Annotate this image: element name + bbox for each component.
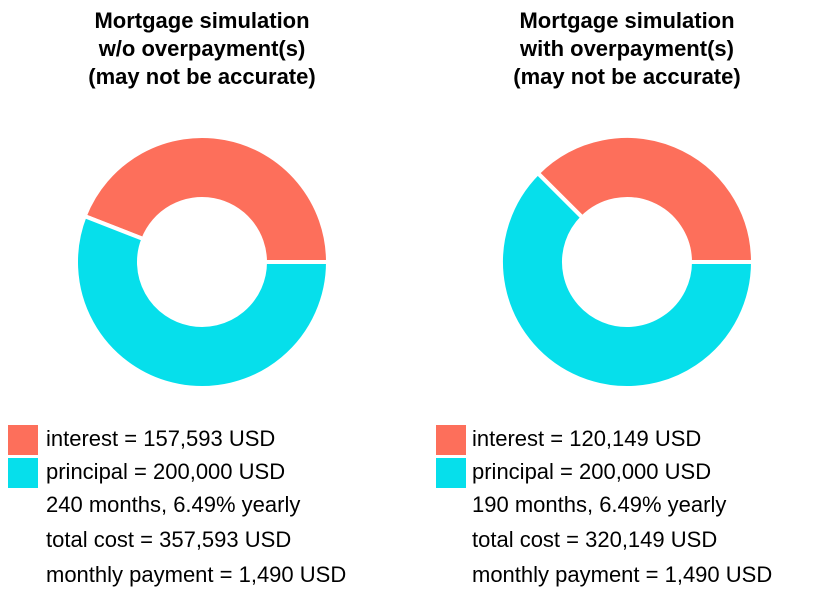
legend-swatch [8,425,38,455]
donut-slice [74,213,331,390]
donut-slice [534,134,756,264]
summary-line: total cost = 357,593 USD [46,527,291,552]
legend-swatch [436,425,466,455]
summary-line: monthly payment = 1,490 USD [46,562,346,587]
donut-slice [82,134,331,264]
summary-line: 190 months, 6.49% yearly [472,492,726,517]
summary-line: monthly payment = 1,490 USD [472,562,772,587]
chart-title: with overpayment(s) [519,36,734,61]
chart-title: Mortgage simulation [94,8,309,33]
legend-swatch [8,458,38,488]
legend-swatch [436,458,466,488]
donut-slice [499,170,756,390]
legend-label: interest = 120,149 USD [472,426,701,451]
summary-line: 240 months, 6.49% yearly [46,492,300,517]
legend-label: principal = 200,000 USD [472,459,711,484]
summary-line: total cost = 320,149 USD [472,527,717,552]
legend-label: principal = 200,000 USD [46,459,285,484]
legend-label: interest = 157,593 USD [46,426,275,451]
chart-title: (may not be accurate) [513,64,740,89]
chart-title: Mortgage simulation [519,8,734,33]
chart-title: w/o overpayment(s) [98,36,306,61]
chart-title: (may not be accurate) [88,64,315,89]
